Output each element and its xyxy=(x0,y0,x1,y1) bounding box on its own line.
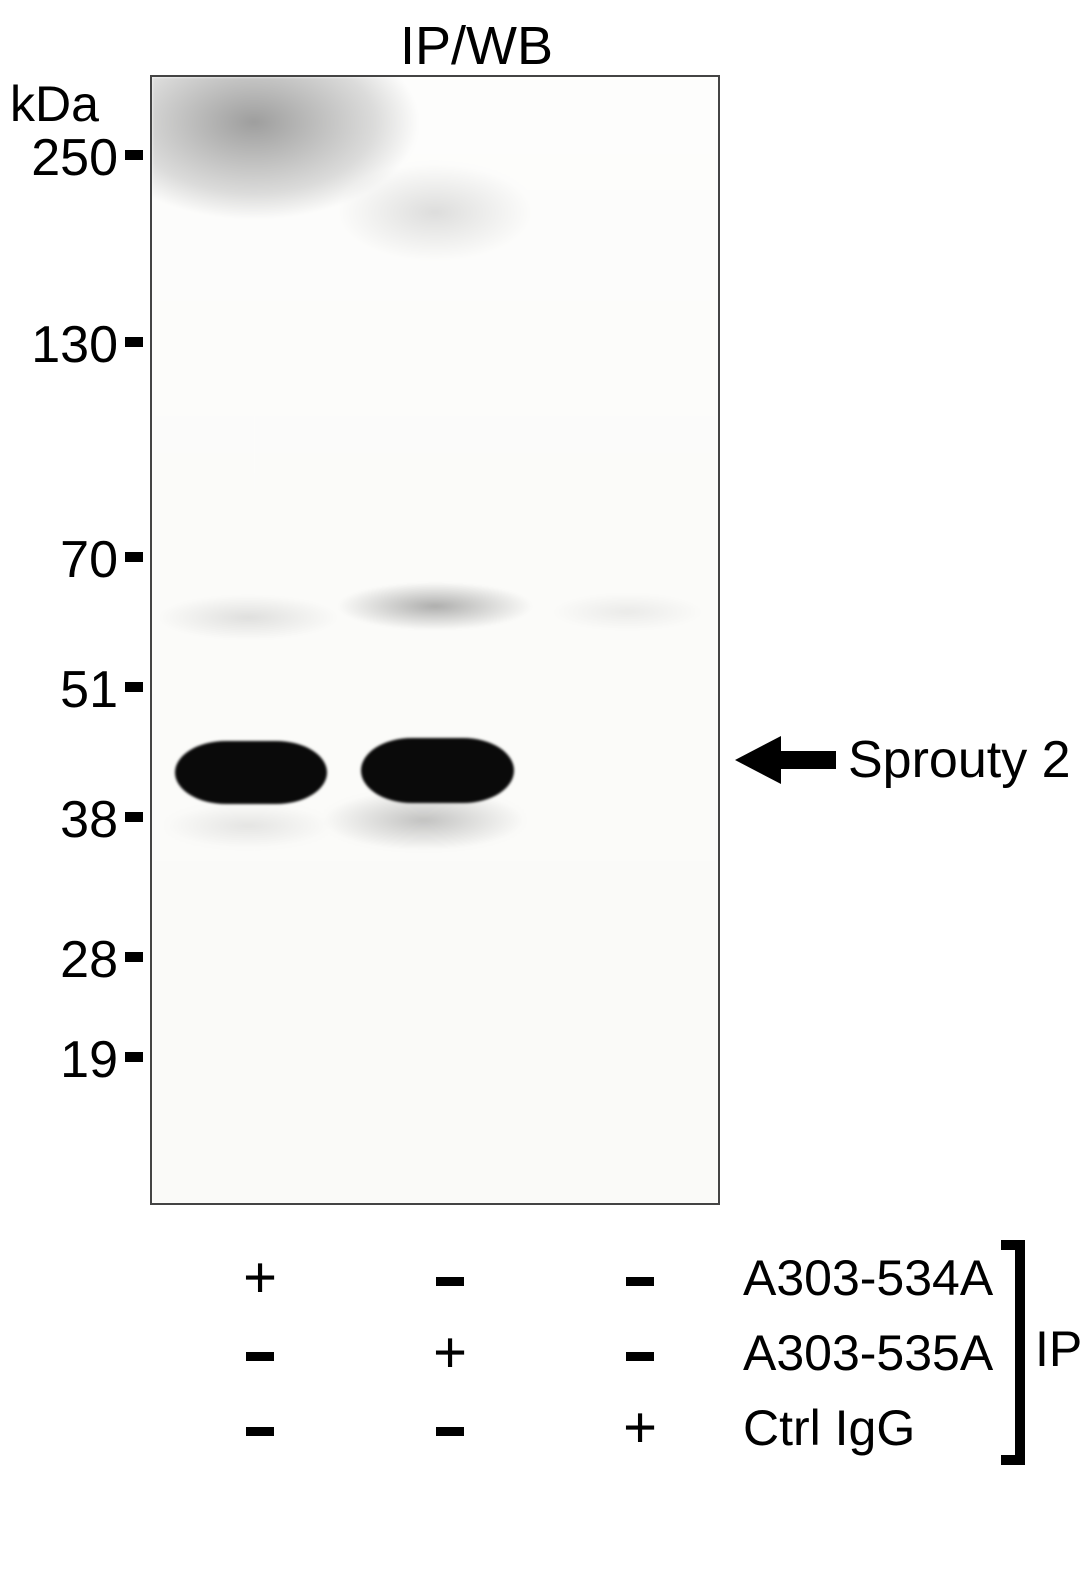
mw-tick xyxy=(125,812,143,822)
ip-antibody-label: A303-535A xyxy=(743,1324,993,1382)
ip-cell xyxy=(165,1394,355,1461)
ip-row-a303-535a: + A303-535A xyxy=(165,1315,993,1390)
arrow-left-icon xyxy=(735,736,781,784)
axis-unit-label: kDa xyxy=(10,75,99,133)
ip-row-ctrl-igg: + Ctrl IgG xyxy=(165,1390,993,1465)
ip-cell: + xyxy=(355,1319,545,1386)
mw-label-70: 70 xyxy=(18,530,118,590)
band-annotation: Sprouty 2 xyxy=(735,730,1071,790)
ip-cell xyxy=(355,1394,545,1461)
ip-cell xyxy=(545,1319,735,1386)
protein-name-label: Sprouty 2 xyxy=(848,730,1071,790)
mw-label-51: 51 xyxy=(18,660,118,720)
mw-tick xyxy=(125,552,143,562)
blot-membrane xyxy=(150,75,720,1205)
blot-background-signal xyxy=(152,77,718,1203)
mw-label-38: 38 xyxy=(18,790,118,850)
mw-label-130: 130 xyxy=(18,315,118,375)
band-lane1-sprouty2 xyxy=(175,741,328,804)
figure-container: IP/WB kDa 250 130 70 51 38 28 19 Sprouty… xyxy=(0,0,1080,1573)
mw-tick xyxy=(125,1052,143,1062)
ip-cell xyxy=(355,1244,545,1311)
ip-bracket xyxy=(1015,1240,1025,1465)
mw-tick xyxy=(125,952,143,962)
ip-cell: + xyxy=(545,1394,735,1461)
ip-bracket-label: IP xyxy=(1035,1320,1080,1378)
mw-label-19: 19 xyxy=(18,1030,118,1090)
ip-conditions-table: + A303-534A + A303-535A + Ctrl IgG xyxy=(165,1240,993,1465)
mw-label-250: 250 xyxy=(18,128,118,188)
mw-tick xyxy=(125,682,143,692)
band-lane2-sprouty2 xyxy=(361,738,514,803)
ip-row-a303-534a: + A303-534A xyxy=(165,1240,993,1315)
panel-title: IP/WB xyxy=(400,15,553,77)
mw-tick xyxy=(125,150,143,160)
ip-antibody-label: Ctrl IgG xyxy=(743,1399,915,1457)
ip-antibody-label: A303-534A xyxy=(743,1249,993,1307)
ip-cell xyxy=(165,1319,355,1386)
arrow-shaft xyxy=(781,751,836,769)
ip-cell: + xyxy=(165,1244,355,1311)
ip-cell xyxy=(545,1244,735,1311)
mw-label-28: 28 xyxy=(18,930,118,990)
mw-tick xyxy=(125,337,143,347)
